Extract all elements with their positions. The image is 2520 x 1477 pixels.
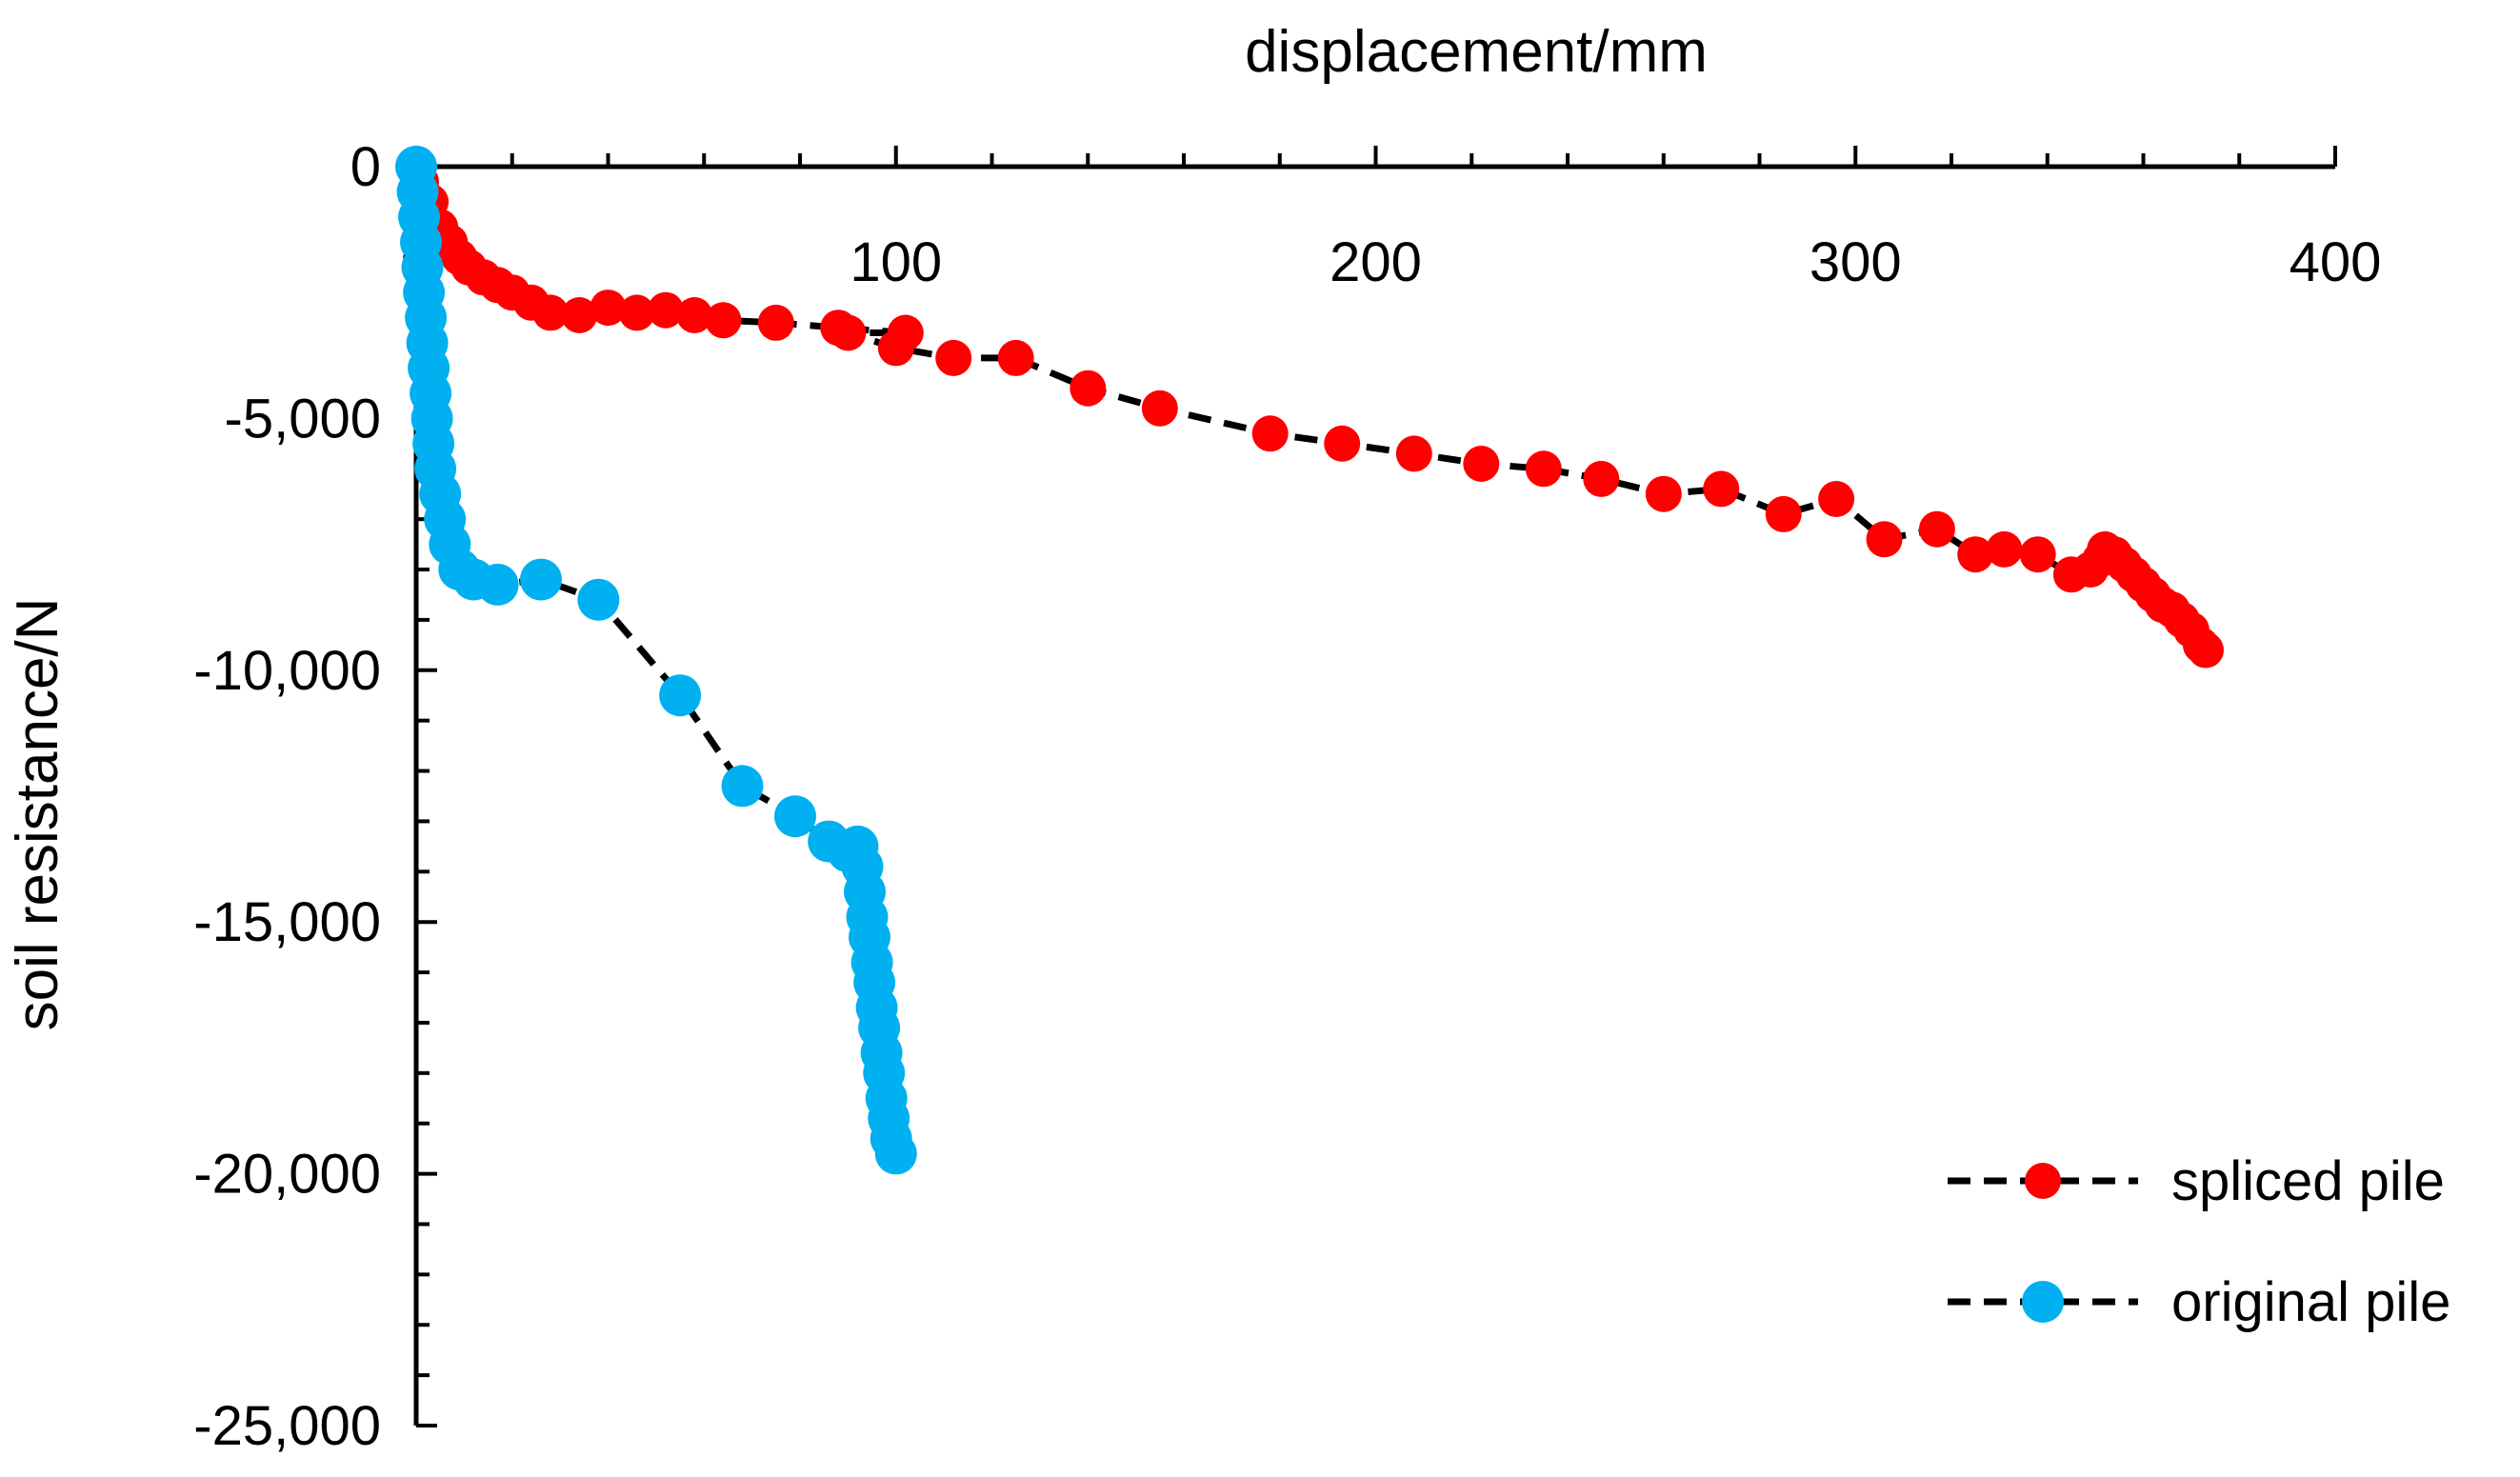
original-pile-legend-marker	[2022, 1281, 2064, 1323]
spliced-pile-legend-label: spliced pile	[2171, 1150, 2445, 1212]
original-pile-point	[874, 1132, 917, 1175]
original-pile-point	[520, 558, 562, 601]
original-pile-point	[721, 765, 764, 808]
spliced-pile-point	[2188, 631, 2224, 669]
plot-area	[395, 146, 2224, 1175]
spliced-pile-point	[561, 297, 598, 333]
spliced-pile-point	[1866, 521, 1903, 558]
original-pile-point	[577, 578, 620, 621]
spliced-pile-point	[1525, 450, 1562, 488]
spliced-pile-point	[676, 297, 713, 333]
original-pile-point	[476, 563, 519, 606]
spliced-pile-point	[705, 302, 742, 339]
spliced-pile-point	[590, 289, 627, 327]
spliced-pile-point	[877, 329, 914, 367]
axes: 01002003004000-5,000-10,000-15,000-20,00…	[193, 136, 2381, 1457]
legend: spliced pile original pile	[1948, 1150, 2450, 1333]
x-tick-label: 200	[1330, 231, 1422, 293]
y-tick-label: -25,000	[193, 1395, 381, 1457]
x-tick-label: 300	[1810, 231, 1902, 293]
spliced-pile-point	[1251, 415, 1289, 452]
y-axis-title: soil resistance/N	[5, 598, 70, 1031]
spliced-pile-point	[1703, 470, 1740, 508]
spliced-pile-point	[1141, 389, 1178, 427]
y-tick-label: -15,000	[193, 891, 381, 953]
spliced-pile-point	[1324, 425, 1361, 462]
y-tick-label: -10,000	[193, 640, 381, 702]
spliced-pile-point	[1395, 435, 1432, 472]
spliced-pile-point	[1986, 530, 2023, 568]
spliced-pile-point	[532, 294, 569, 331]
original-pile-point	[774, 795, 816, 838]
spliced-pile-point	[1463, 446, 1500, 482]
spliced-pile-legend-marker	[2025, 1163, 2061, 1199]
x-tick-label: 400	[2290, 231, 2382, 293]
spliced-pile-line	[412, 165, 2209, 653]
original-pile-legend-label: original pile	[2171, 1271, 2450, 1333]
y-tick-label: -20,000	[193, 1144, 381, 1206]
spliced-pile-point	[757, 304, 794, 341]
x-axis-title: displacement/mm	[1245, 19, 1708, 85]
spliced-pile-point	[935, 339, 972, 376]
original-pile-point	[659, 674, 702, 717]
spliced-pile-point	[1645, 475, 1682, 512]
spliced-pile-point	[1918, 510, 1955, 548]
spliced-pile-point	[1765, 495, 1802, 532]
spliced-pile-point	[830, 314, 867, 351]
spliced-pile-point	[2019, 536, 2056, 573]
spliced-pile-point	[1583, 460, 1620, 497]
x-tick-label: 100	[850, 231, 942, 293]
spliced-pile-point	[1070, 369, 1107, 407]
y-tick-label: -5,000	[225, 388, 381, 449]
spliced-pile-point	[1818, 481, 1855, 517]
spliced-pile-point	[997, 339, 1034, 376]
spliced-pile-point	[618, 294, 655, 331]
spliced-pile-point	[1957, 536, 1994, 573]
y-tick-label: 0	[350, 136, 381, 198]
spliced-pile-point	[648, 291, 684, 329]
